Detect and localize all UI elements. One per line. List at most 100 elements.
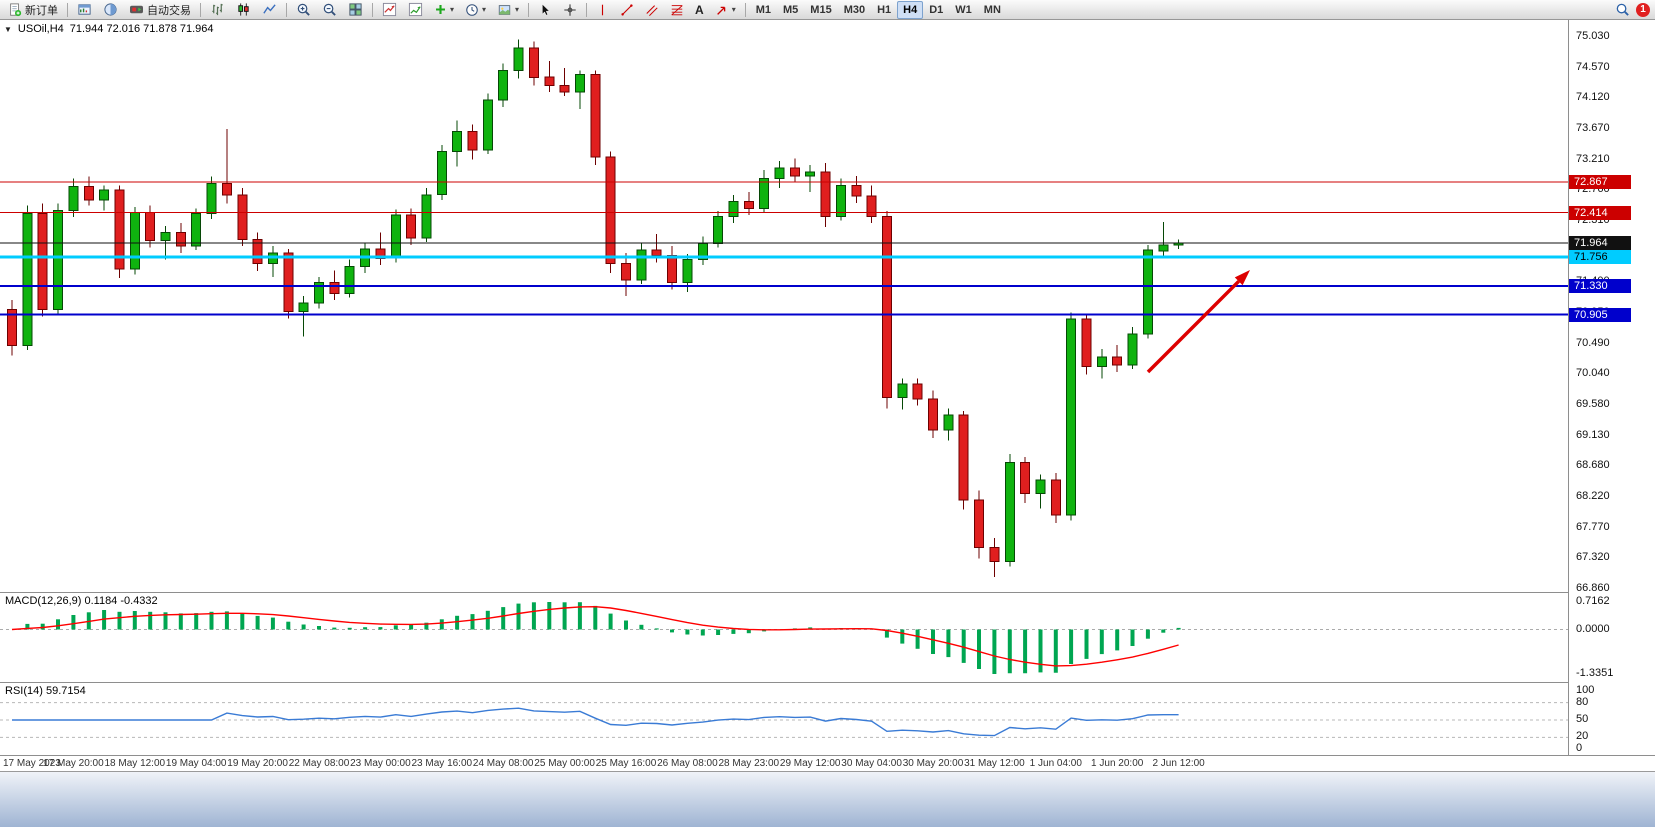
trendline-button[interactable] bbox=[615, 1, 639, 19]
price-axis-label: 68.220 bbox=[1576, 490, 1610, 503]
macd-panel[interactable]: MACD(12,26,9) 0.1184 -0.4332 bbox=[0, 592, 1568, 682]
candlestick-chart-icon bbox=[236, 2, 251, 17]
time-axis-label: 24 May 08:00 bbox=[472, 758, 534, 769]
candlestick-chart-button[interactable] bbox=[231, 1, 256, 19]
zoom-out-icon bbox=[322, 2, 337, 17]
indicator-list-button[interactable] bbox=[403, 1, 428, 19]
price-axis-label: 66.860 bbox=[1576, 582, 1610, 594]
macd-label: MACD(12,26,9) 0.1184 -0.4332 bbox=[5, 595, 158, 607]
rsi-label: RSI(14) 59.7154 bbox=[5, 685, 86, 697]
fibonacci-button[interactable] bbox=[665, 1, 689, 19]
template-icon bbox=[497, 3, 512, 17]
price-tag: 71.964 bbox=[1569, 236, 1631, 251]
price-tag: 70.905 bbox=[1569, 307, 1631, 322]
timeframe-button-h4[interactable]: H4 bbox=[897, 0, 924, 19]
rsi-axis-label: 100 bbox=[1576, 684, 1595, 696]
price-axis-label: 67.770 bbox=[1576, 520, 1610, 533]
time-axis-label: 1 Jun 20:00 bbox=[1091, 758, 1144, 769]
new-order-button[interactable]: 新订单 bbox=[3, 1, 63, 19]
macd-canvas[interactable] bbox=[0, 593, 1568, 682]
rsi-axis-label: 50 bbox=[1576, 713, 1589, 725]
bar-chart-button[interactable] bbox=[205, 1, 230, 19]
text-button[interactable]: A bbox=[690, 1, 709, 19]
rsi-axis-label: 0 bbox=[1576, 742, 1583, 754]
plus-icon bbox=[434, 3, 447, 16]
price-axis-label: 73.210 bbox=[1576, 152, 1610, 165]
timeframe-button-m15[interactable]: M15 bbox=[810, 3, 832, 16]
main-toolbar: 新订单 自动交易 ▾ ▾ ▾ A ▾ M1 M5 M15 M30 H1 H4 D1 W1 MN … bbox=[0, 0, 1655, 20]
tile-windows-icon bbox=[348, 2, 363, 17]
time-axis-label: 23 May 16:00 bbox=[411, 758, 473, 769]
price-axis-label: 68.680 bbox=[1576, 459, 1610, 472]
zoom-out-button[interactable] bbox=[317, 1, 342, 19]
time-axis-label: 30 May 20:00 bbox=[902, 758, 964, 769]
time-axis-label: 2 Jun 12:00 bbox=[1152, 758, 1205, 769]
timeframe-button-d1[interactable]: D1 bbox=[929, 3, 944, 16]
timeframe-button-h1[interactable]: H1 bbox=[877, 3, 892, 16]
crosshair-button[interactable] bbox=[558, 1, 582, 19]
new-order-label: 新订单 bbox=[25, 4, 58, 17]
symbol-title: USOil,H4 bbox=[17, 23, 64, 35]
toolbar-separator bbox=[528, 2, 530, 17]
notification-badge[interactable]: 1 bbox=[1636, 2, 1650, 17]
toolbar-separator bbox=[372, 2, 373, 17]
time-axis-label: 22 May 08:00 bbox=[288, 758, 350, 769]
timeframe-button-mn[interactable]: MN bbox=[983, 3, 1001, 16]
data-window-button[interactable] bbox=[98, 1, 123, 19]
search-button[interactable] bbox=[1610, 1, 1635, 19]
arrow-tool-icon bbox=[715, 3, 729, 17]
time-axis-label: 29 May 12:00 bbox=[779, 758, 841, 769]
cursor-button[interactable] bbox=[533, 1, 557, 19]
periods-button[interactable]: ▾ bbox=[460, 1, 491, 19]
timeframe-button-m1[interactable]: M1 bbox=[755, 3, 772, 16]
rsi-panel[interactable]: RSI(14) 59.7154 bbox=[0, 682, 1568, 755]
toolbar-separator bbox=[67, 2, 68, 17]
rsi-canvas[interactable] bbox=[0, 683, 1568, 755]
arrows-button[interactable]: ▾ bbox=[710, 1, 741, 19]
time-axis-label: 28 May 23:00 bbox=[718, 758, 780, 769]
toolbar-separator bbox=[586, 2, 588, 17]
price-axis-label: 75.030 bbox=[1576, 30, 1610, 42]
time-axis-label: 17 May 20:00 bbox=[43, 758, 104, 769]
timeframe-button-m30[interactable]: M30 bbox=[843, 3, 866, 16]
price-axis-label: 70.490 bbox=[1576, 336, 1610, 349]
main-chart-panel[interactable]: ▼ USOil,H4 71.944 72.016 71.878 71.964 bbox=[0, 20, 1568, 592]
one-click-trading-toggle[interactable]: ▼ bbox=[4, 24, 12, 34]
cursor-icon bbox=[538, 3, 552, 17]
tile-windows-button[interactable] bbox=[343, 1, 368, 19]
price-tag: 71.330 bbox=[1569, 278, 1631, 293]
price-tag: 72.414 bbox=[1569, 205, 1631, 220]
indicators-icon bbox=[382, 2, 397, 17]
charts-window-button[interactable] bbox=[72, 1, 97, 19]
chart-ticker: ▼ USOil,H4 71.944 72.016 71.878 71.964 bbox=[4, 23, 214, 35]
line-chart-button[interactable] bbox=[257, 1, 282, 19]
time-axis[interactable]: 17 May 2023 17 May 20:00 18 May 12:00 19 Ma… bbox=[0, 755, 1655, 771]
price-tag: 72.867 bbox=[1569, 175, 1631, 190]
text-tool-icon: A bbox=[695, 2, 704, 17]
auto-trading-button[interactable]: 自动交易 bbox=[124, 1, 196, 19]
add-indicator-button[interactable]: ▾ bbox=[429, 1, 459, 19]
channel-button[interactable] bbox=[640, 1, 664, 19]
bar-chart-icon bbox=[210, 2, 225, 17]
candlestick-canvas[interactable] bbox=[0, 20, 1568, 592]
time-axis-label: 17 May 2023 bbox=[3, 758, 61, 769]
indicators-button[interactable] bbox=[377, 1, 402, 19]
templates-button[interactable]: ▾ bbox=[492, 1, 524, 19]
chevron-down-icon: ▾ bbox=[482, 4, 487, 14]
chart-window: ▼ USOil,H4 71.944 72.016 71.878 71.964 M… bbox=[0, 20, 1655, 771]
timeframe-button-m5[interactable]: M5 bbox=[783, 3, 799, 16]
toolbar-separator bbox=[286, 2, 287, 17]
price-axis-label: 74.570 bbox=[1576, 61, 1610, 74]
vertical-line-button[interactable] bbox=[591, 1, 614, 19]
timeframe-button-w1[interactable]: W1 bbox=[955, 3, 972, 16]
time-axis-label: 19 May 04:00 bbox=[165, 758, 227, 769]
new-order-icon bbox=[8, 2, 22, 17]
price-axis-label: 74.120 bbox=[1576, 91, 1610, 104]
chevron-down-icon: ▾ bbox=[731, 4, 736, 14]
price-axis-label: 67.320 bbox=[1576, 550, 1610, 563]
price-axis[interactable]: 75.030 74.570 74.120 73.670 73.210 72.760 72.3… bbox=[1568, 20, 1655, 755]
zoom-in-button[interactable] bbox=[291, 1, 316, 19]
time-axis-label: 26 May 08:00 bbox=[657, 758, 718, 769]
macd-axis-label: -1.3351 bbox=[1576, 667, 1614, 679]
timeframe-group: M1 M5 M15 M30 H1 H4 D1 W1 MN bbox=[750, 0, 1007, 19]
